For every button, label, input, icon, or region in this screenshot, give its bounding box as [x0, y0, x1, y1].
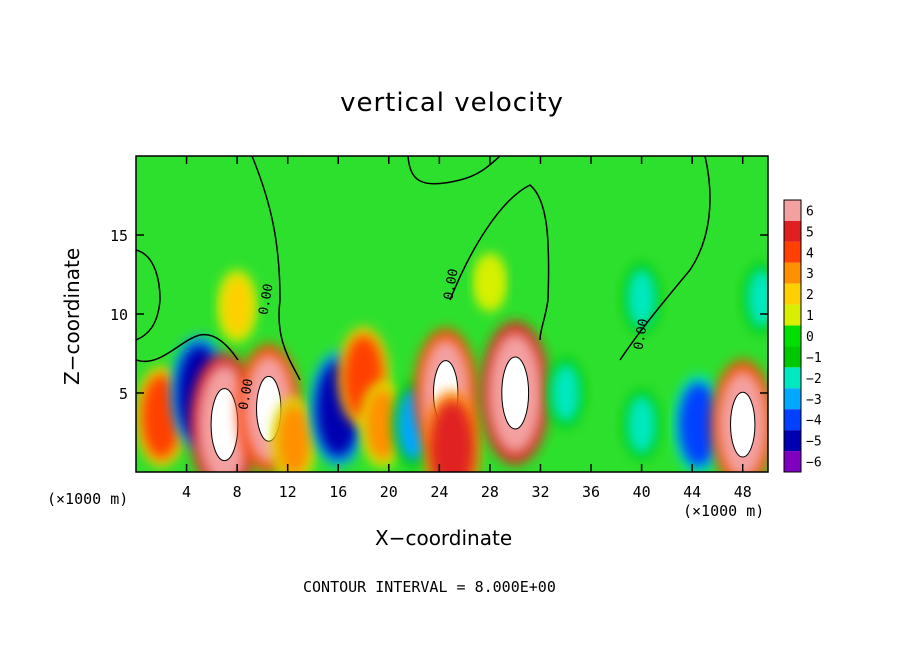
- colorbar-swatch: [784, 262, 801, 284]
- colorbar-swatch: [784, 200, 801, 221]
- x-tick-label: 32: [531, 483, 549, 501]
- colorbar-tick-label: −4: [806, 414, 822, 429]
- velocity-cell: [222, 276, 252, 337]
- velocity-cell: [678, 382, 719, 467]
- velocity-cell: [477, 258, 503, 307]
- colorbar-swatch: [784, 388, 801, 410]
- colorbar-tick-label: −2: [806, 372, 822, 387]
- colorbar-swatch: [784, 409, 801, 431]
- y-axis-label: Z−coordinate: [60, 247, 84, 385]
- colorbar-tick-label: 1: [806, 309, 814, 324]
- colorbar-swatch: [784, 346, 801, 368]
- chart-title: vertical velocity: [340, 88, 564, 118]
- velocity-core: [501, 356, 530, 430]
- y-tick-label: 10: [110, 306, 128, 324]
- zero-contour-line: [449, 184, 550, 341]
- colorbar-tick-label: −6: [806, 456, 822, 471]
- colorbar-swatch: [784, 220, 801, 242]
- x-tick-label: 36: [582, 483, 600, 501]
- contour-label: 0.00: [631, 318, 651, 351]
- velocity-core: [730, 391, 756, 458]
- contour-label: 0.00: [236, 378, 256, 411]
- y-tick-label: 5: [119, 385, 128, 403]
- x-tick-label: 24: [430, 483, 448, 501]
- velocity-cell: [365, 388, 400, 461]
- velocity-cell: [626, 394, 657, 455]
- colorbar-tick-label: 5: [806, 225, 814, 240]
- colorbar-tick-label: 3: [806, 267, 814, 282]
- colorbar-tick-label: 6: [806, 204, 814, 219]
- colorbar-swatch: [784, 304, 801, 326]
- contour-label: 0.00: [256, 283, 276, 316]
- y-tick-label: 15: [110, 227, 128, 245]
- y-axis: 5 10 15: [110, 227, 768, 403]
- velocity-cell: [276, 404, 312, 472]
- contour-labels: 0.00 0.00 0.00 0.00: [236, 268, 651, 411]
- zero-contour-line: [407, 156, 501, 185]
- velocity-cell: [746, 268, 768, 329]
- x-tick-label: 4: [182, 483, 191, 501]
- colorbar-frame: [783, 199, 802, 473]
- colorbar-tick-label: 2: [806, 288, 814, 303]
- colorbar-swatch: [784, 325, 801, 347]
- x-tick-label: 16: [329, 483, 347, 501]
- x-axis-label: X−coordinate: [375, 526, 513, 550]
- zero-contours: [136, 156, 711, 381]
- velocity-cell: [626, 268, 657, 329]
- velocity-cell: [430, 400, 474, 472]
- velocity-core: [210, 388, 239, 462]
- colorbar-tick-label: −3: [806, 393, 822, 408]
- contour-interval-note: CONTOUR INTERVAL = 8.000E+00: [303, 578, 556, 596]
- colorbar: 6 5 4 3 2 1 0 −1 −2 −3 −4 −5 −6: [783, 199, 822, 473]
- x-tick-label: 28: [481, 483, 499, 501]
- colorbar-tick-label: 0: [806, 330, 814, 345]
- colorbar-tick-label: −1: [806, 351, 822, 366]
- zero-contour-line: [136, 249, 161, 341]
- x-tick-label: 20: [380, 483, 398, 501]
- x-tick-label: 40: [633, 483, 651, 501]
- x-tick-label: 44: [683, 483, 701, 501]
- velocity-cell: [550, 363, 581, 423]
- x-tick-label: 48: [734, 483, 752, 501]
- x-unit-label-right: (×1000 m): [683, 502, 765, 520]
- colorbar-swatch: [784, 430, 801, 452]
- x-axis: 4 8 12 16 20 24 28 32 36 40 44 48: [182, 156, 752, 501]
- x-unit-label-left: (×1000 m): [47, 490, 129, 508]
- zero-contour-line: [251, 156, 301, 381]
- colorbar-swatch: [784, 451, 801, 472]
- x-tick-label: 12: [279, 483, 297, 501]
- zero-contour-line: [619, 156, 711, 361]
- colorbar-swatch: [784, 367, 801, 389]
- colorbar-tick-label: 4: [806, 246, 814, 261]
- zero-contour-line: [136, 333, 239, 363]
- velocity-field: [136, 253, 768, 472]
- contour-label: 0.00: [441, 268, 461, 301]
- colorbar-swatch: [784, 241, 801, 263]
- x-tick-label: 8: [233, 483, 242, 501]
- colorbar-tick-label: −5: [806, 435, 822, 450]
- colorbar-swatch: [784, 283, 801, 305]
